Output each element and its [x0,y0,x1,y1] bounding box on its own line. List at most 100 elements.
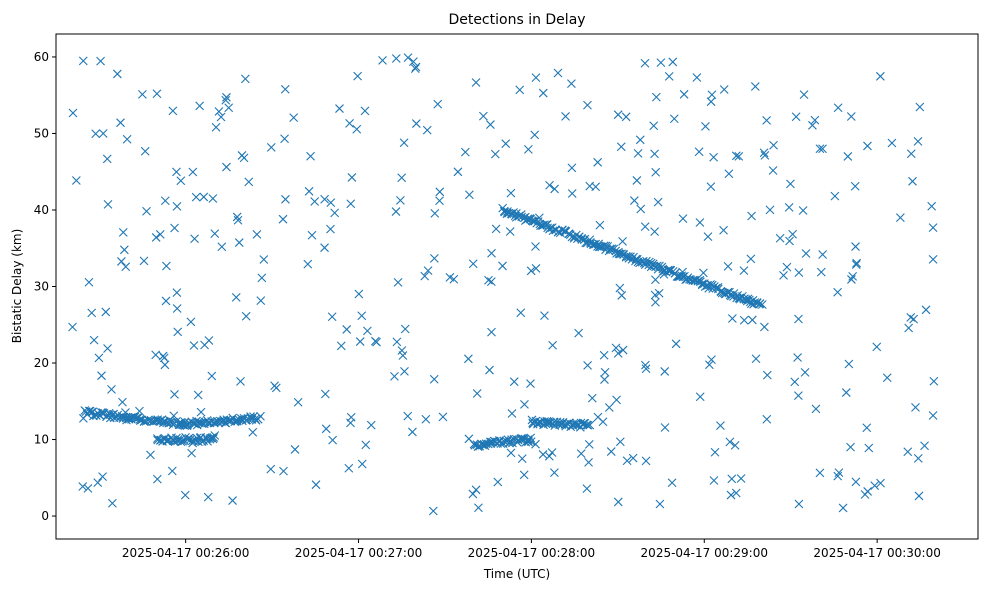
detection-point [83,484,93,493]
detection-point [135,406,144,416]
detection-point [576,418,586,428]
detection-point [84,277,94,287]
detection-point [719,85,729,94]
detection-point [232,212,242,222]
detection-point [498,261,507,271]
detection-point [200,340,209,350]
detection-point [632,176,642,185]
detection-point [664,266,674,276]
detection-point [928,254,938,264]
detection-point [519,470,529,480]
detection-point [695,218,705,227]
detection-point [94,353,104,363]
detection-point [172,167,181,177]
detection-point [188,438,198,448]
detection-point [397,346,407,355]
detection-point [190,234,199,244]
detection-point [210,431,220,440]
detection-point [161,261,171,271]
detection-point [211,122,221,132]
detections-series [68,53,939,516]
detection-point [346,412,356,422]
detection-point [851,242,860,251]
detection-point [651,92,661,102]
detection-point [600,375,609,384]
detection-point [739,315,749,325]
detection-point [464,434,474,444]
detection-point [782,262,792,272]
detection-point [692,73,702,82]
detection-point [811,404,821,414]
detection-point [140,146,150,156]
detection-point [146,450,155,460]
detection-point [357,459,367,469]
detection-point [538,88,548,98]
detection-point [908,176,917,186]
detection-point [468,489,478,499]
detection-point [335,104,344,113]
detection-point [707,90,717,100]
detection-point [548,226,558,236]
detection-point [863,487,873,496]
detection-point [584,439,594,449]
detection-point [486,120,495,129]
detection-point [191,192,201,202]
detection-point [615,283,625,293]
detection-point [833,287,842,297]
detection-point [257,273,267,283]
detection-point [794,314,803,324]
detection-point [567,232,577,242]
detection-point [678,267,687,277]
detection-point [281,194,290,204]
detection-point [186,317,196,327]
detection-point [523,437,533,446]
detection-point [336,341,346,351]
detection-point [189,341,199,350]
detection-point [280,84,290,94]
detection-point [846,442,855,452]
detection-point [736,474,746,483]
detection-point [491,224,501,234]
detection-point [784,202,794,212]
detection-point [89,411,98,421]
detection-point [89,335,99,345]
detection-point [478,111,488,121]
detection-point [124,414,134,424]
detection-point [231,293,241,302]
detection-point [799,90,809,100]
detection-point [660,367,670,376]
detection-point [650,149,659,159]
detection-point [716,421,725,430]
detection-point [649,121,659,131]
y-tick-label: 20 [34,356,49,370]
detection-point [751,354,761,364]
detection-point [234,238,244,247]
detection-point [531,439,540,449]
detection-point [757,300,767,309]
chart-title: Detections in Delay [448,12,585,28]
detection-point [641,456,651,466]
detection-point [244,177,254,187]
detection-point [727,314,737,323]
detection-point [791,112,801,122]
detection-point [505,437,515,447]
detection-point [583,360,592,370]
detection-point [360,106,370,116]
detection-point [600,367,610,377]
detection-point [561,111,570,121]
detection-point [176,176,186,186]
detection-point [617,249,626,259]
detection-point [217,242,227,252]
detection-point [903,447,913,457]
detection-point [290,445,300,454]
detection-point [493,477,503,487]
detection-point [704,360,714,370]
detection-point [595,220,605,230]
detection-point [403,411,413,421]
detection-point [98,472,107,482]
x-tick-label: 2025-04-17 00:28:00 [468,546,595,560]
detection-point [675,272,685,281]
detection-point [567,189,577,198]
detection-point [176,418,186,427]
y-tick-label: 10 [34,433,49,447]
